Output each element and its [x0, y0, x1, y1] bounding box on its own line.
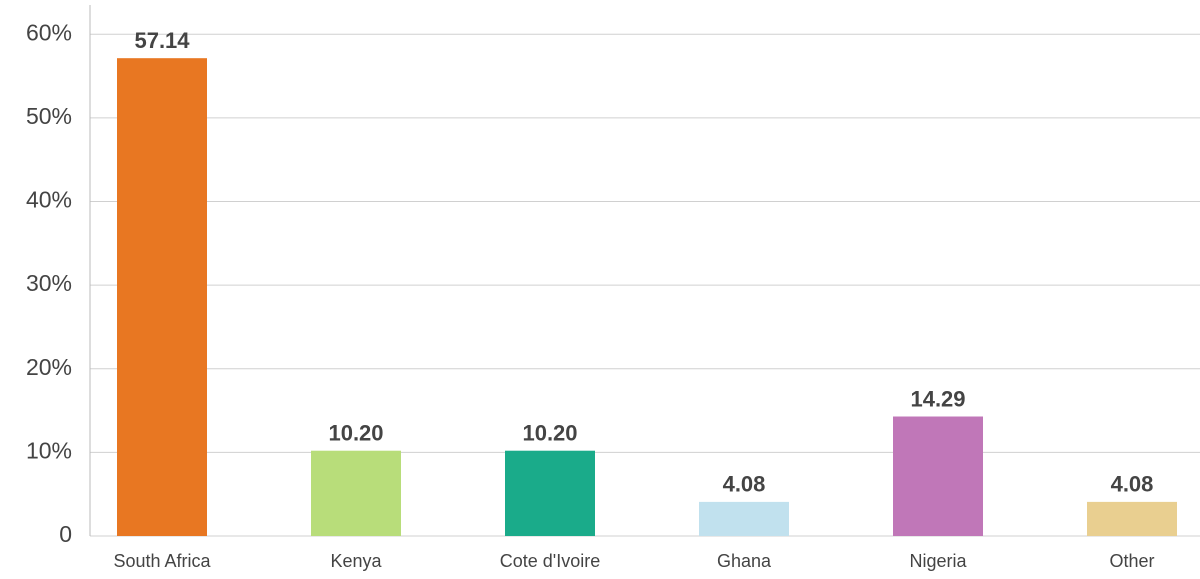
y-tick-label: 20% [26, 354, 72, 380]
value-label: 14.29 [910, 386, 965, 411]
x-tick-label: Other [1109, 551, 1154, 571]
bar [311, 450, 401, 536]
y-tick-label: 0 [59, 521, 72, 547]
y-tick-label: 30% [26, 270, 72, 296]
x-tick-label: South Africa [113, 551, 211, 571]
y-tick-label: 50% [26, 103, 72, 129]
y-tick-label: 60% [26, 19, 72, 45]
bar [1087, 501, 1177, 536]
y-tick-label: 10% [26, 437, 72, 463]
value-label: 4.08 [723, 472, 766, 497]
bar [117, 58, 207, 536]
x-tick-label: Cote d'Ivoire [500, 551, 601, 571]
x-tick-label: Nigeria [909, 551, 967, 571]
value-label: 4.08 [1111, 472, 1154, 497]
value-label: 10.20 [328, 421, 383, 446]
x-tick-label: Ghana [717, 551, 772, 571]
x-tick-label: Kenya [330, 551, 382, 571]
value-label: 57.14 [134, 28, 190, 53]
value-label: 10.20 [522, 421, 577, 446]
bar [699, 501, 789, 536]
bar [893, 416, 983, 536]
bar [505, 450, 595, 536]
y-tick-label: 40% [26, 187, 72, 213]
